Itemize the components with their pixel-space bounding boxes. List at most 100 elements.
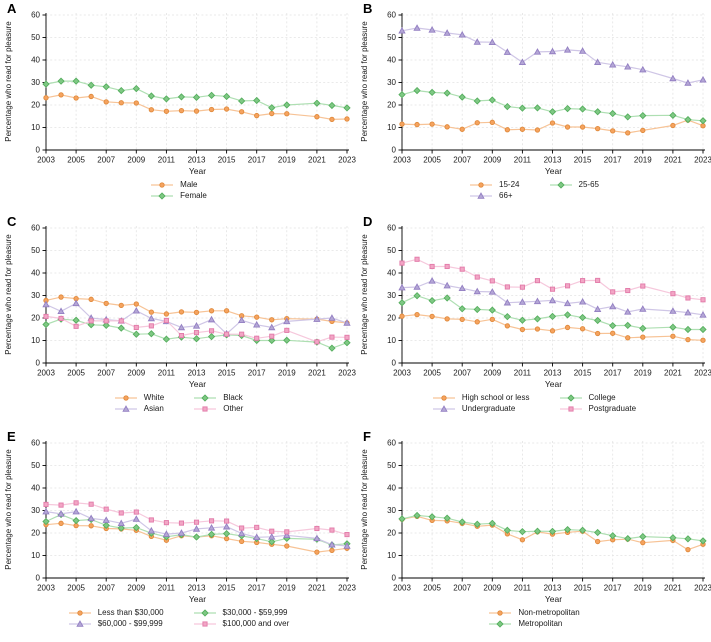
x-tick-label: 2009 [483, 369, 501, 378]
x-axis-label: Year [189, 594, 206, 604]
y-tick-label: 20 [387, 529, 396, 538]
legend-item-high-school-or-less: High school or less [431, 392, 530, 403]
y-tick-label: 0 [36, 146, 41, 155]
x-tick-label: 2023 [694, 369, 711, 378]
legend-item-white: White [113, 392, 164, 403]
legend-item-male: Male [149, 179, 207, 190]
y-tick-label: 40 [31, 269, 40, 278]
series-line-60-000-99-999 [45, 510, 348, 547]
x-tick-label: 2015 [218, 584, 236, 593]
x-tick-label: 2015 [218, 156, 236, 165]
axes [42, 13, 349, 154]
x-tick-label: 2019 [634, 156, 652, 165]
y-tick-label: 60 [31, 224, 40, 233]
x-tick-label: 2023 [694, 584, 711, 593]
panel-letter-E: E [7, 429, 16, 444]
chart-A: 0 10 20 30 40 50 60 2003 2005 2007 2009 2011 2013 201… [4, 11, 356, 176]
legend-item-less-than-30-000: Less than $30,000 [67, 607, 164, 618]
y-tick-label: 30 [31, 78, 40, 87]
x-tick-label: 2009 [127, 156, 145, 165]
y-tick-label: 20 [31, 529, 40, 538]
y-tick-label: 20 [387, 101, 396, 110]
x-tick-label: 2005 [67, 369, 85, 378]
gridlines [45, 13, 349, 150]
x-tick-label: 2013 [544, 369, 562, 378]
x-axis-label: Year [545, 379, 562, 389]
chart-F: 0 10 20 30 40 50 60 2003 2005 2007 2009 2011 2013 201… [360, 439, 711, 604]
legend-item-25-65: 25-65 [548, 179, 599, 190]
chart-D: 0 10 20 30 40 50 60 2003 2005 2007 2009 2011 2013 201… [360, 224, 711, 389]
legend-label: White [143, 393, 165, 402]
x-tick-label: 2009 [127, 369, 145, 378]
legend-label: High school or less [461, 393, 530, 402]
x-tick-label: 2013 [544, 584, 562, 593]
x-tick-label: 2007 [453, 369, 471, 378]
y-tick-label: 60 [387, 224, 396, 233]
legend-label: Less than $30,000 [97, 608, 164, 617]
x-tick-label: 2017 [604, 584, 622, 593]
x-tick-label: 2005 [67, 584, 85, 593]
legend-swatch-circle-icon [151, 181, 174, 188]
y-tick-label: 50 [31, 33, 40, 42]
legend-swatch-diamond-icon [549, 180, 572, 189]
panel-letter-D: D [363, 214, 373, 229]
gridlines [45, 226, 349, 363]
x-tick-label: 2003 [393, 369, 411, 378]
x-tick-label: 2005 [67, 156, 85, 165]
legend-item-15-24: 15-24 [468, 179, 520, 190]
legend-swatch-triangle-icon [432, 404, 455, 412]
x-tick-label: 2005 [423, 369, 441, 378]
y-tick-label: 20 [387, 314, 396, 323]
legend-swatch-triangle-icon [68, 619, 91, 627]
x-tick-label: 2019 [278, 584, 296, 593]
y-tick-label: 0 [36, 574, 41, 583]
legend-item-female: Female [149, 190, 207, 201]
series-markers-college [398, 292, 707, 334]
x-axis-label: Year [189, 166, 206, 176]
x-tick-label: 2011 [158, 156, 176, 165]
legend-label: Undergraduate [461, 404, 516, 413]
x-tick-label: 2023 [694, 156, 711, 165]
y-tick-label: 60 [387, 439, 396, 448]
legend-label: Other [223, 404, 244, 413]
x-tick-label: 2015 [574, 369, 592, 378]
legend-swatch-circle-icon [432, 394, 455, 401]
x-axis-label: Year [545, 594, 562, 604]
legend-item-postgraduate: Postgraduate [558, 403, 636, 414]
x-tick-label: 2007 [97, 584, 115, 593]
x-axis-label: Year [189, 379, 206, 389]
x-tick-label: 2021 [308, 156, 326, 165]
legend-swatch-circle-icon [470, 181, 493, 188]
chart-E: 0 10 20 30 40 50 60 2003 2005 2007 2009 2011 2013 201… [4, 439, 356, 604]
legend-swatch-diamond-icon [559, 393, 582, 402]
x-tick-label: 2011 [514, 156, 532, 165]
x-tick-label: 2003 [393, 156, 411, 165]
x-tick-label: 2023 [338, 156, 356, 165]
x-tick-label: 2013 [188, 584, 206, 593]
y-tick-label: 10 [387, 336, 396, 345]
y-axis-label: Percentage who read for pleasure [4, 21, 13, 142]
legend-swatch-circle-icon [68, 609, 91, 616]
y-axis-label: Percentage who read for pleasure [360, 21, 369, 142]
panel-D: D 0 10 20 30 40 50 60 2003 2005 2007 2009 2011 2013 20… [356, 205, 711, 420]
axes [398, 226, 705, 367]
y-tick-label: 60 [387, 11, 396, 20]
panel-letter-F: F [363, 429, 371, 444]
legend-item-60-000-99-999: $60,000 - $99,999 [67, 618, 164, 629]
x-tick-label: 2021 [664, 584, 682, 593]
y-tick-label: 0 [392, 359, 397, 368]
x-tick-label: 2011 [514, 369, 532, 378]
y-tick-label: 40 [387, 56, 396, 65]
x-tick-label: 2007 [97, 369, 115, 378]
series-line-66 [401, 27, 704, 84]
x-tick-label: 2007 [453, 584, 471, 593]
y-tick-label: 30 [31, 506, 40, 515]
x-tick-label: 2013 [188, 156, 206, 165]
series-markers-15-24 [399, 117, 706, 136]
legend-item-asian: Asian [113, 403, 164, 414]
x-tick-label: 2023 [338, 369, 356, 378]
x-tick-label: 2011 [514, 584, 532, 593]
x-tick-label: 2003 [393, 584, 411, 593]
panel-C: C 0 10 20 30 40 50 60 2003 2005 2007 2009 2011 2013 20… [0, 205, 356, 420]
legend-swatch-diamond-icon [151, 191, 174, 200]
